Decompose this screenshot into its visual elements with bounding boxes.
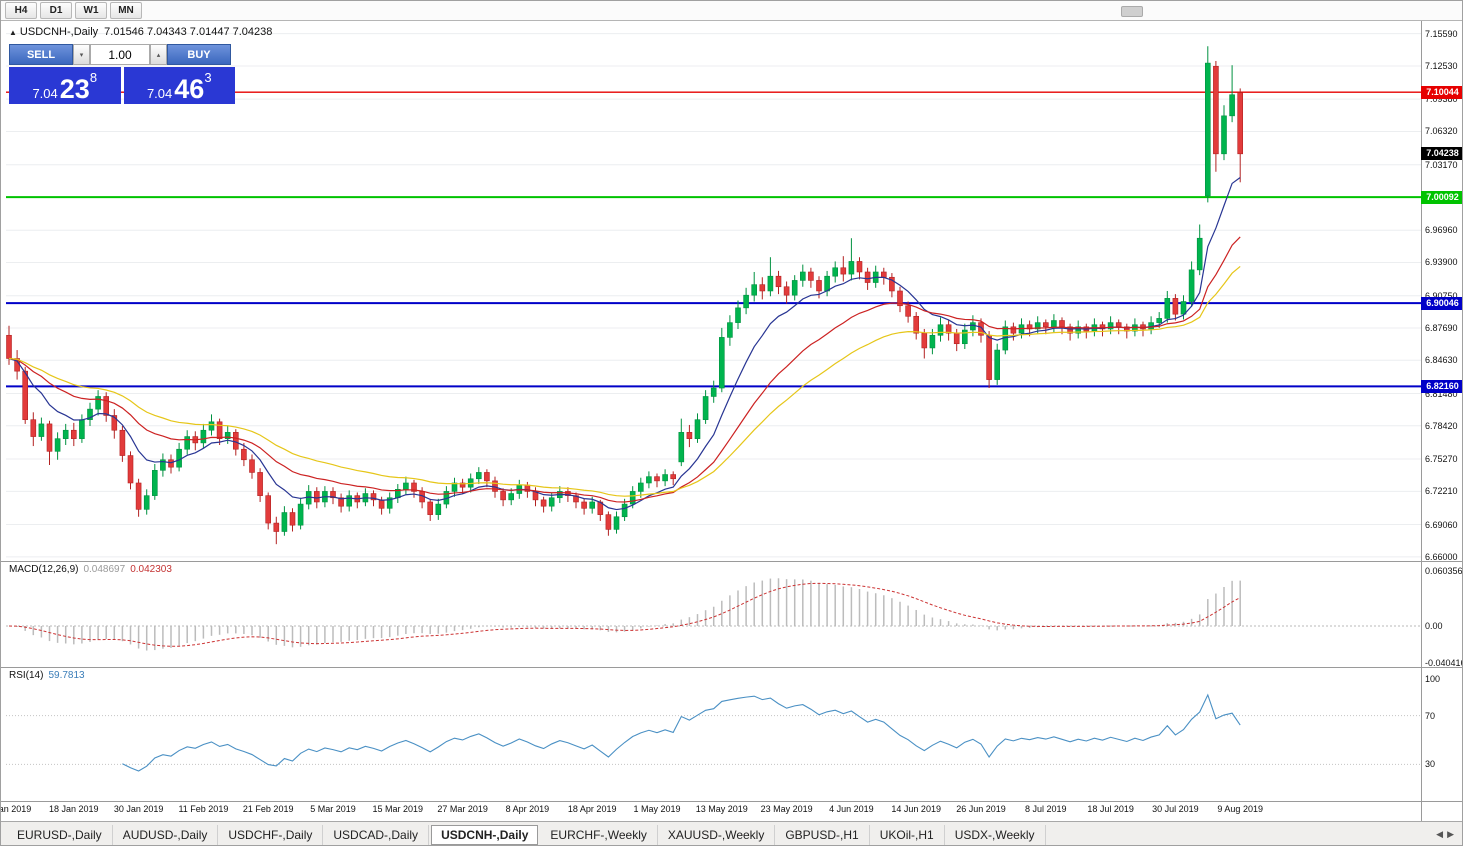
macd-name: MACD(12,26,9) <box>9 564 79 575</box>
tab-ukoil-h1[interactable]: UKOil-,H1 <box>870 824 945 845</box>
collapse-trade-panel-icon[interactable]: ▲ <box>9 28 17 37</box>
sell-price-sup: 8 <box>89 70 98 85</box>
tab-usdcnh-daily[interactable]: USDCNH-,Daily <box>431 824 539 845</box>
trade-prices-row: 7.04 23 8 7.04 46 3 <box>9 67 235 104</box>
tab-eurchf-weekly[interactable]: EURCHF-,Weekly <box>540 824 658 845</box>
timeframe-mn-button[interactable]: MN <box>110 2 142 19</box>
buy-price-sup: 3 <box>204 70 212 85</box>
tab-scroll-right-icon[interactable]: ▶ <box>1447 829 1454 839</box>
sell-price-prefix: 7.04 <box>32 86 58 101</box>
volume-increase-button[interactable]: ▴ <box>150 44 167 65</box>
rsi-value: 59.7813 <box>48 670 85 681</box>
volume-decrease-button[interactable]: ▾ <box>73 44 90 65</box>
toolbar-scrollbar-thumb[interactable] <box>1121 6 1143 17</box>
tab-eurusd-daily[interactable]: EURUSD-,Daily <box>7 824 113 845</box>
chart-tabs-bar: EURUSD-,Daily AUDUSD-,Daily USDCHF-,Daily U… <box>1 821 1462 845</box>
tab-gbpusd-h1[interactable]: GBPUSD-,H1 <box>775 824 870 845</box>
timeframe-d1-button[interactable]: D1 <box>40 2 72 19</box>
rsi-name: RSI(14) <box>9 670 44 681</box>
buy-price-display[interactable]: 7.04 46 3 <box>123 67 235 105</box>
tab-usdx-weekly[interactable]: USDX-,Weekly <box>945 824 1046 845</box>
tab-scroll-arrows: ◀ ▶ <box>1436 829 1458 840</box>
volume-input[interactable] <box>90 44 150 65</box>
rsi-label: RSI(14) 59.7813 <box>9 670 85 681</box>
tab-audusd-daily[interactable]: AUDUSD-,Daily <box>113 824 219 845</box>
tab-scroll-left-icon[interactable]: ◀ <box>1436 829 1444 839</box>
timeframe-toolbar: H4 D1 W1 MN <box>1 1 1462 21</box>
symbol-timeframe-label: USDCNH-,Daily <box>19 26 99 38</box>
macd-signal-value: 0.042303 <box>130 564 172 575</box>
timeframe-w1-button[interactable]: W1 <box>75 2 107 19</box>
sell-price-big: 23 <box>59 74 90 105</box>
sell-price-display[interactable]: 7.04 23 8 <box>9 67 121 104</box>
buy-price-big: 46 <box>174 74 205 105</box>
buy-price-prefix: 7.04 <box>146 86 173 101</box>
buy-button[interactable]: BUY <box>167 44 231 65</box>
tab-usdchf-daily[interactable]: USDCHF-,Daily <box>218 824 324 845</box>
ohlc-values: 7.01546 7.04343 7.01447 7.04238 <box>104 26 273 38</box>
sell-button[interactable]: SELL <box>9 44 73 65</box>
timeframe-h4-button[interactable]: H4 <box>5 2 37 19</box>
macd-main-value: 0.048697 <box>83 564 126 575</box>
macd-label: MACD(12,26,9) 0.048697 0.042303 <box>9 564 172 575</box>
trade-controls-row: SELL ▾ ▴ BUY <box>9 44 235 65</box>
tab-usdcad-daily[interactable]: USDCAD-,Daily <box>323 824 430 845</box>
chart-title: ▲ USDCNH-,Daily 7.01546 7.04343 7.01447 7.… <box>9 26 272 38</box>
tab-xauusd-weekly[interactable]: XAUUSD-,Weekly <box>658 824 776 845</box>
